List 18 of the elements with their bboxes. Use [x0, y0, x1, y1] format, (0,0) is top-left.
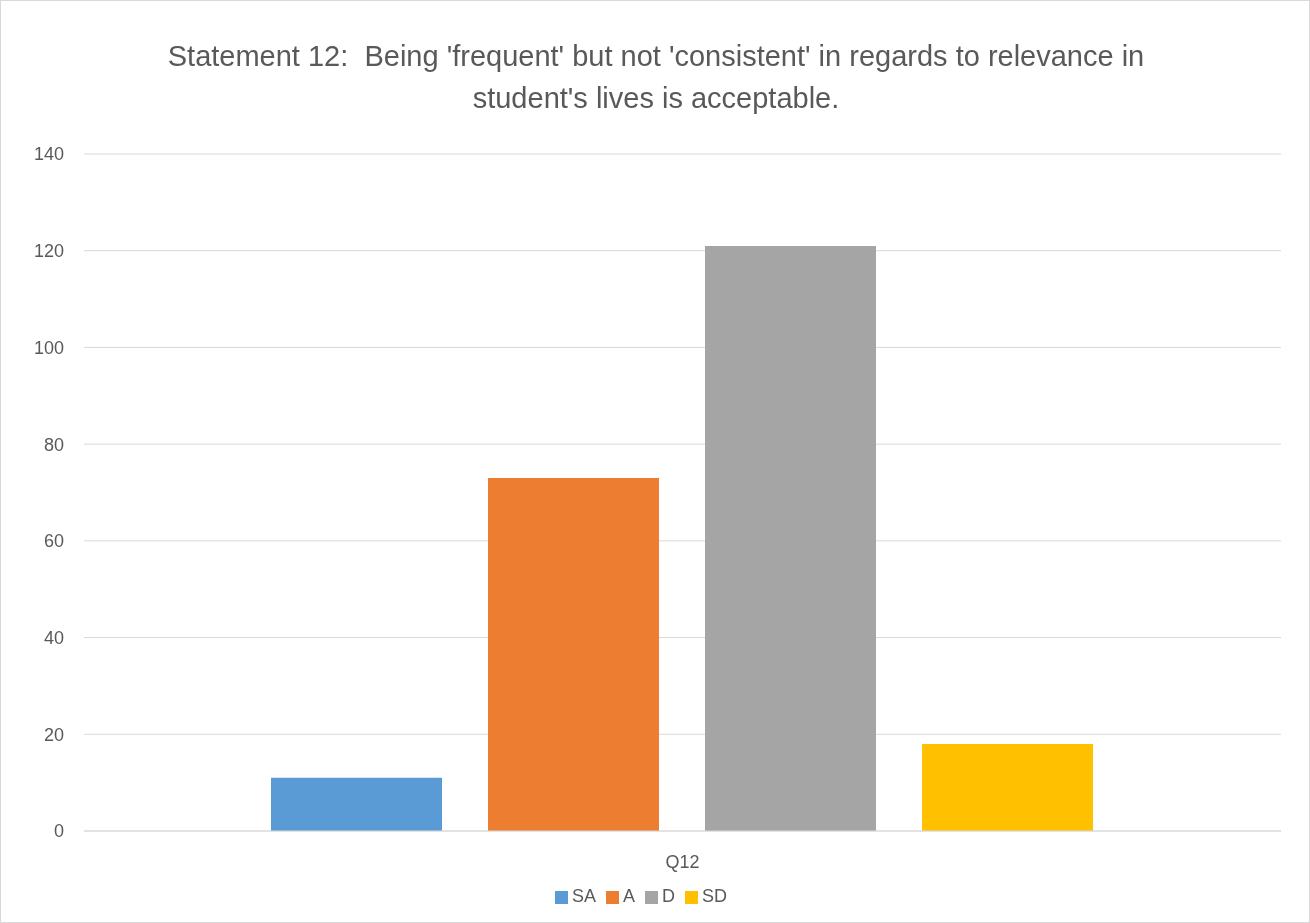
bar [488, 477, 659, 831]
y-tick-label: 40 [43, 627, 64, 648]
y-tick-label: 140 [33, 144, 64, 165]
bar [922, 743, 1093, 831]
legend-label: SD [702, 886, 728, 906]
y-tick-label: 80 [43, 434, 64, 455]
bar [271, 777, 442, 831]
y-tick-label: 120 [33, 241, 64, 262]
y-tick-label: 100 [33, 337, 64, 358]
y-tick-label: 0 [53, 821, 64, 842]
legend-label: A [622, 886, 635, 906]
bar [705, 245, 876, 831]
x-tick-label: Q12 [665, 851, 700, 872]
legend-label: SA [571, 886, 596, 906]
chart-title: Statement 12: Being 'frequent' but not 'consistent' in regards to relevance in student's lives is acceptable. [166, 39, 1146, 116]
y-tick-label: 20 [43, 724, 64, 745]
y-tick-label: 60 [43, 531, 64, 552]
legend-label: D [662, 886, 675, 906]
